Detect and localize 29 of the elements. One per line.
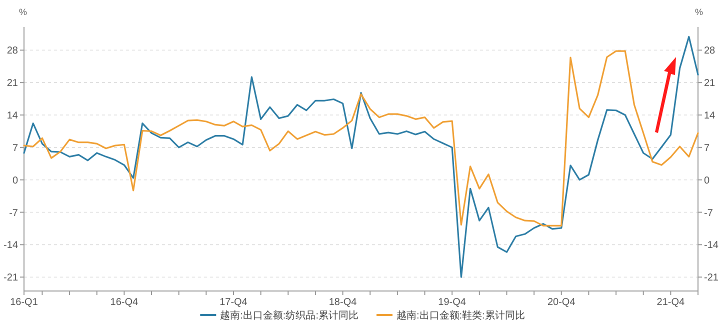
y-axis-title: % <box>18 7 28 17</box>
y-tick-label: 21 <box>6 78 18 90</box>
legend-label: 越南:出口金额:纺织品:累计同比 <box>220 310 358 322</box>
y-tick-label: 0 <box>12 175 18 186</box>
y2-tick-label: 28 <box>704 46 716 57</box>
y2-tick-label: -14 <box>704 240 719 252</box>
y-tick-label: 28 <box>6 46 18 57</box>
y-tick-label: 7 <box>12 142 18 154</box>
y-tick-label: -7 <box>9 208 18 219</box>
y2-tick-label: 7 <box>704 142 710 154</box>
x-tick-label: 18-Q4 <box>328 297 358 308</box>
line-series <box>23 36 699 278</box>
y2-tick-label: -21 <box>704 272 719 284</box>
y-tick-label: -14 <box>4 240 18 252</box>
x-tick-label: 21-Q4 <box>656 297 686 308</box>
y-tick-label: 14 <box>6 110 18 122</box>
line-series <box>23 50 699 226</box>
y2-tick-label: 14 <box>704 110 716 122</box>
y-tick-label: -21 <box>4 272 18 284</box>
x-tick-label: 16-Q4 <box>110 297 139 308</box>
y2-tick-label: 0 <box>704 175 710 186</box>
y2-tick-label: 21 <box>704 78 716 90</box>
x-tick-label: 19-Q4 <box>438 297 466 308</box>
y2-tick-label: -7 <box>704 208 714 219</box>
legend-label: 越南:出口金额:鞋类:累计同比 <box>396 310 525 322</box>
x-tick-label: 16-Q1 <box>10 297 38 308</box>
x-tick-label: 20-Q4 <box>547 297 576 308</box>
x-tick-label: 17-Q4 <box>220 297 248 308</box>
y2-axis-title: % <box>694 7 704 17</box>
